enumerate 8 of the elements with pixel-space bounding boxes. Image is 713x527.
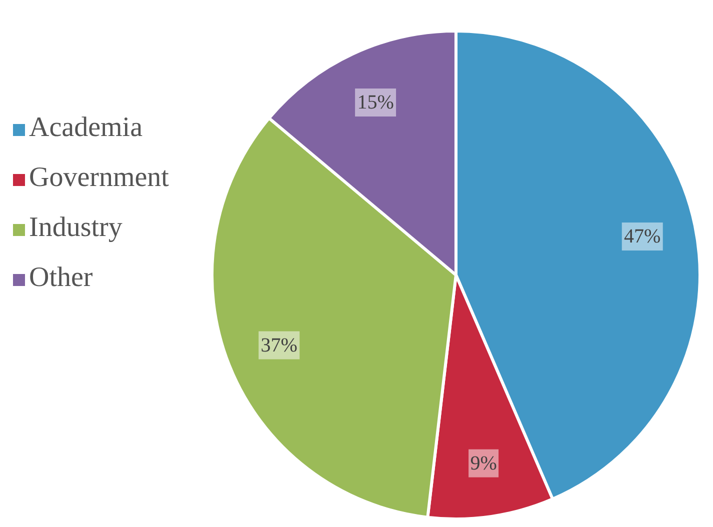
legend-label: Other [29,262,93,293]
data-label: 37% [260,334,298,356]
legend-label: Government [29,162,169,193]
data-label: 9% [470,452,497,474]
data-label: 15% [357,92,394,114]
legend-label: Academia [29,112,142,143]
legend-label: Industry [29,212,122,243]
data-label: 47% [624,226,661,248]
